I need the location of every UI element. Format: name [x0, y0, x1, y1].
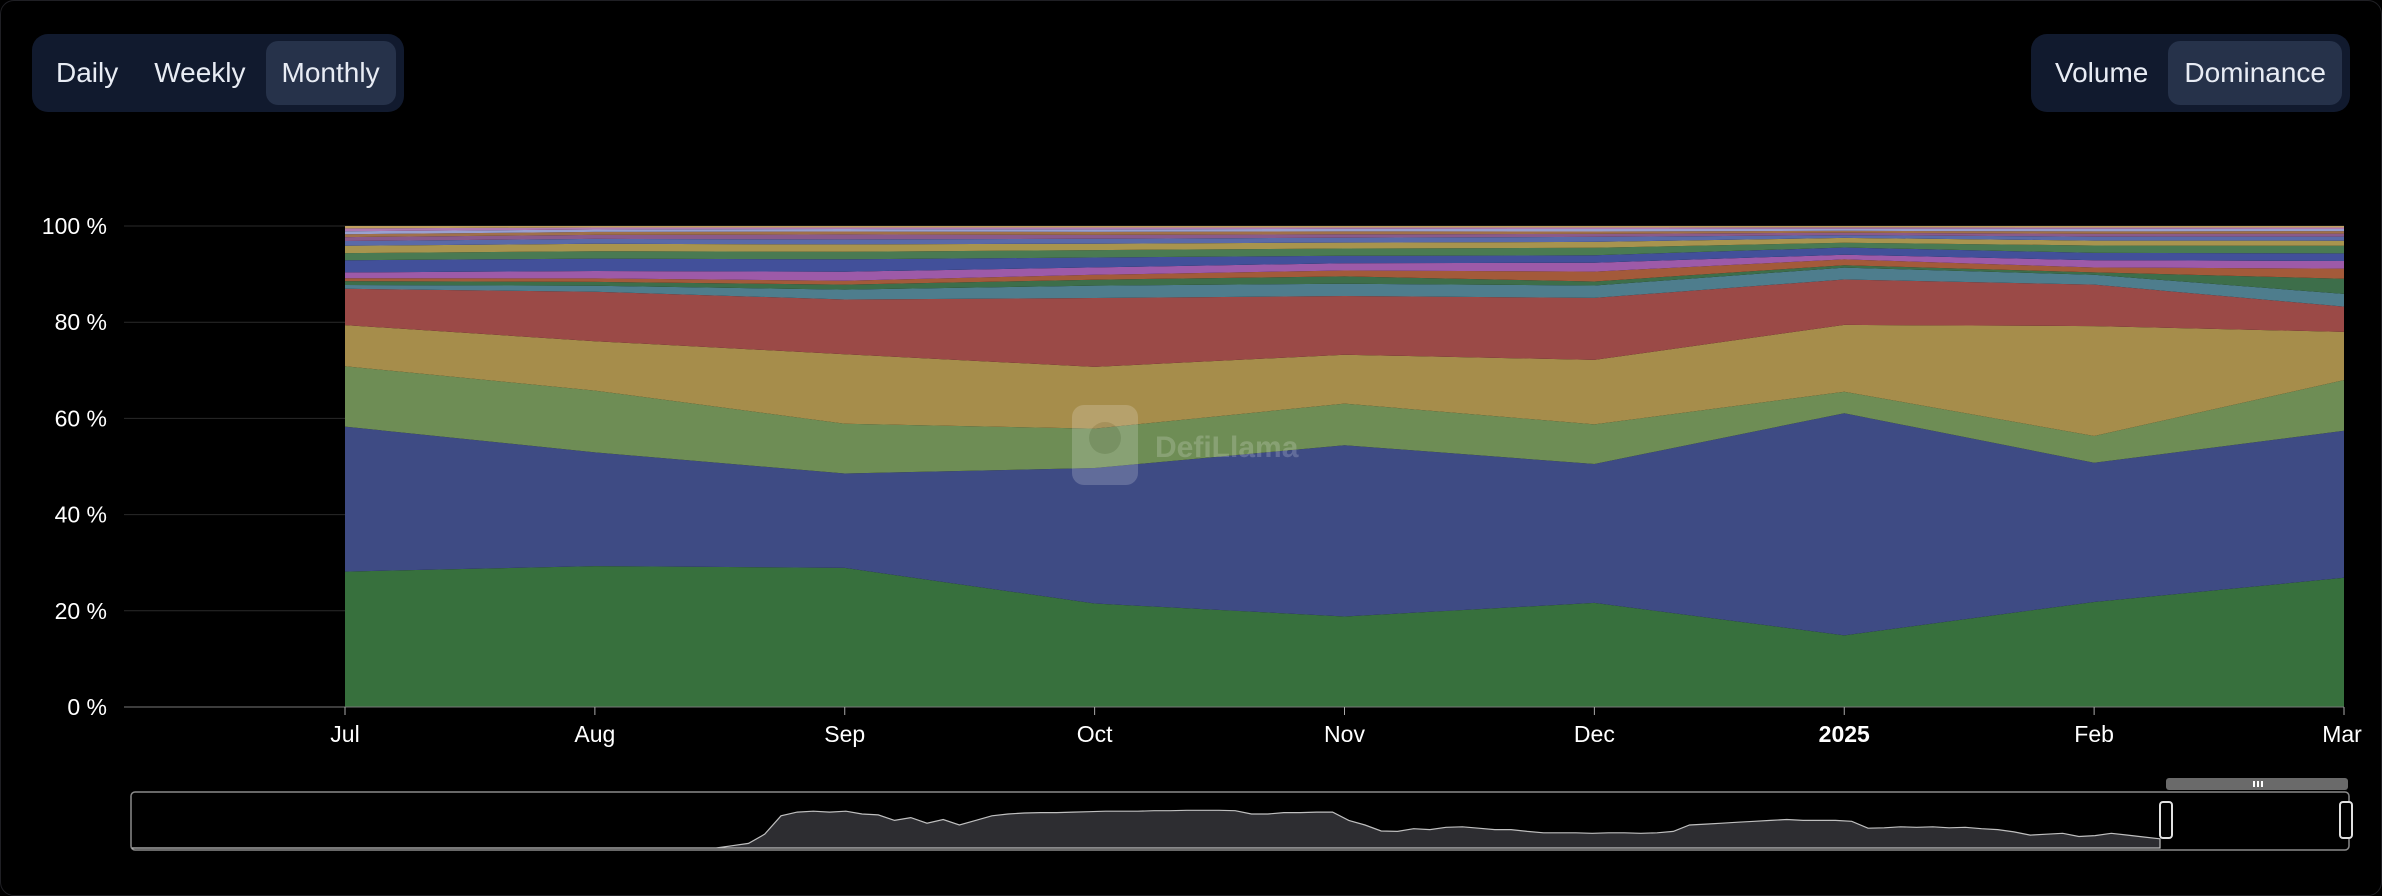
tab-monthly[interactable]: Monthly: [265, 41, 396, 105]
area-series-15[interactable]: [345, 230, 2344, 238]
area-series-10[interactable]: [345, 247, 2344, 273]
area-series-18[interactable]: [345, 226, 2344, 229]
interval-tabs: Daily Weekly Monthly: [32, 34, 404, 112]
area-series-7[interactable]: [345, 265, 2344, 294]
area-series-6[interactable]: [345, 267, 2344, 307]
llama-logo-icon: [1072, 405, 1138, 485]
x-tick-label: 2025: [1819, 721, 1870, 747]
y-tick-label: 80 %: [55, 309, 107, 335]
x-tick-label: Dec: [1574, 721, 1615, 747]
tab-daily[interactable]: Daily: [56, 57, 119, 88]
y-tick-label: 0 %: [67, 694, 107, 720]
watermark-text: DefiLlama: [1155, 431, 1299, 464]
area-series-1[interactable]: [345, 566, 2344, 707]
watermark: DefiLlama: [1072, 405, 1299, 485]
stacked-areas: [345, 226, 2344, 707]
y-axis: 0 % 20 % 40 % 60 % 80 % 100 %: [42, 213, 107, 720]
area-series-17[interactable]: [345, 227, 2344, 232]
y-tick-label: 20 %: [55, 598, 107, 624]
x-tick-label: Feb: [2074, 721, 2114, 747]
x-tick-label: Nov: [1324, 721, 1365, 747]
x-axis: Jul Aug Sep Oct Nov Dec 2025 Feb Mar: [124, 706, 2362, 747]
x-tick-label: Jul: [330, 721, 359, 747]
area-series-4[interactable]: [345, 324, 2344, 436]
slider-silhouette: [132, 809, 2161, 849]
area-series-11[interactable]: [345, 242, 2344, 261]
y-tick-label: 60 %: [55, 405, 107, 431]
x-tick-label: Aug: [574, 721, 615, 747]
area-series-3[interactable]: [345, 366, 2344, 474]
area-series-12[interactable]: [345, 237, 2344, 254]
slider-left-handle[interactable]: [2159, 801, 2173, 839]
y-tick-label: 100 %: [42, 213, 107, 239]
area-series-2[interactable]: [345, 413, 2344, 636]
x-tick-label: Sep: [824, 721, 865, 747]
range-slider[interactable]: [130, 778, 2353, 851]
mode-tabs: Volume Dominance: [2030, 34, 2350, 112]
slider-right-handle[interactable]: [2339, 801, 2353, 839]
grip-icon: [2253, 781, 2263, 787]
tab-dominance[interactable]: Dominance: [2168, 41, 2342, 105]
x-tick-label: Oct: [1077, 721, 1113, 747]
tab-weekly[interactable]: Weekly: [154, 57, 246, 88]
area-series-16[interactable]: [345, 228, 2344, 235]
area-series-9[interactable]: [345, 254, 2344, 281]
area-series-5[interactable]: [345, 279, 2344, 367]
area-series-8[interactable]: [345, 259, 2344, 285]
area-series-13[interactable]: [345, 235, 2344, 246]
tab-volume[interactable]: Volume: [2054, 57, 2149, 88]
area-series-14[interactable]: [345, 232, 2344, 241]
y-tick-label: 40 %: [55, 502, 107, 528]
x-tick-label: Mar: [2322, 721, 2362, 747]
